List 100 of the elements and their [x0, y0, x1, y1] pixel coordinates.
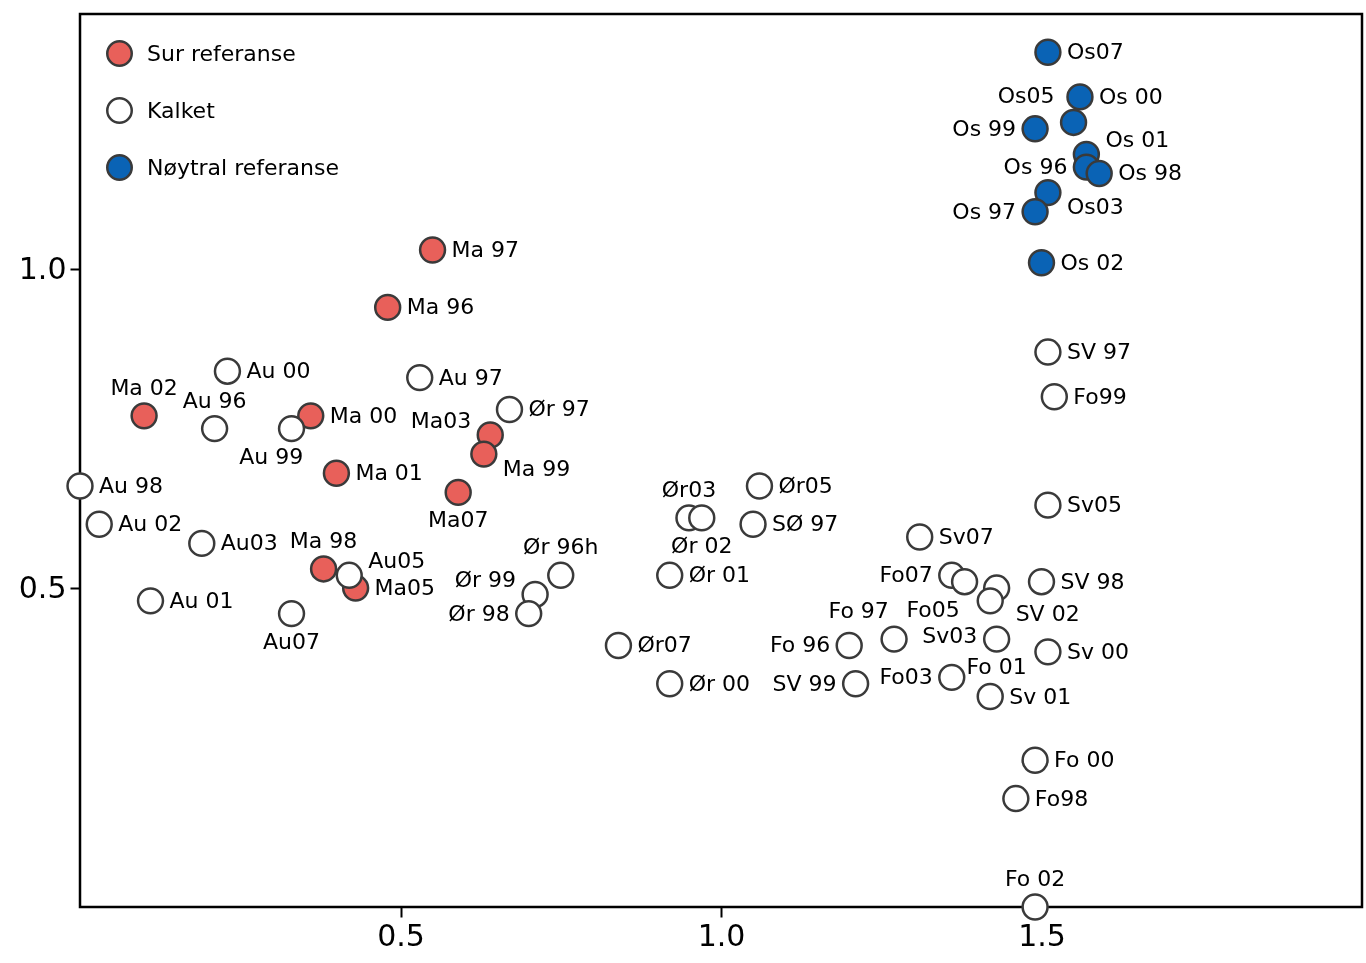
point [1059, 108, 1088, 137]
data-label: Ma07 [427, 507, 489, 533]
data-label: Au 98 [99, 473, 163, 499]
data-label: Ma 99 [502, 455, 571, 481]
data-label: Fo03 [879, 664, 933, 690]
point [444, 478, 472, 507]
point [656, 670, 684, 698]
point [1002, 784, 1030, 813]
data-label: Ør 00 [688, 670, 751, 696]
data-label: Os03 [1066, 194, 1124, 219]
data-label: Ør 02 [671, 532, 733, 558]
x-tick-label: 1.5 [1018, 917, 1066, 953]
data-label: Fo05 [906, 596, 960, 622]
point [277, 599, 306, 628]
point [1034, 338, 1062, 366]
data-label: Ma 96 [406, 294, 475, 320]
point [418, 236, 447, 264]
point [950, 568, 979, 596]
data-label: Au 02 [118, 511, 183, 537]
data-label: Au05 [368, 547, 426, 573]
data-label: Au03 [220, 530, 278, 556]
point [938, 663, 966, 692]
data-label: SV 02 [1015, 601, 1080, 627]
data-label: Ma 98 [289, 527, 358, 553]
data-label: Ma 00 [329, 402, 398, 428]
point [1021, 115, 1049, 143]
point [976, 682, 1004, 711]
data-label: Os 98 [1118, 160, 1182, 186]
data-label: Ør 98 [448, 600, 510, 626]
point [495, 395, 524, 424]
point [66, 472, 94, 500]
data-label: SØ 97 [772, 511, 839, 537]
data-label: Ør 01 [688, 562, 751, 588]
point [976, 587, 1004, 615]
data-label: Au 97 [438, 364, 503, 390]
point [130, 402, 158, 430]
data-label: SV 97 [1066, 339, 1131, 365]
data-label: Sv 01 [1009, 683, 1072, 709]
point [688, 504, 716, 532]
data-label: Ør 97 [528, 396, 590, 422]
point [906, 523, 934, 551]
point [1066, 83, 1094, 111]
data-label: Ma03 [410, 407, 472, 433]
data-label: Fo 96 [769, 632, 831, 658]
data-label: Os 00 [1098, 83, 1163, 109]
data-label: Sv05 [1066, 492, 1122, 518]
point [200, 414, 229, 443]
data-label: Os 01 [1105, 126, 1170, 152]
data-label: Ma05 [374, 575, 436, 601]
data-label: Fo 97 [828, 598, 889, 624]
data-label: Sv03 [922, 622, 978, 648]
point [309, 555, 338, 583]
data-label: Ma 97 [451, 237, 519, 263]
x-tick-label: 0.5 [377, 917, 425, 953]
point [515, 599, 543, 628]
point [1040, 383, 1069, 411]
point [1034, 638, 1062, 666]
point [136, 587, 165, 615]
point [85, 510, 113, 538]
point [1034, 38, 1062, 66]
data-label: Fo98 [1034, 785, 1089, 811]
data-label: Os 02 [1060, 249, 1125, 275]
data-label: Fo07 [879, 562, 933, 588]
point [1085, 159, 1113, 188]
data-label: SV 99 [772, 670, 837, 696]
data-label: Os 96 [1003, 154, 1068, 180]
point [213, 357, 242, 385]
point [1034, 178, 1062, 207]
point [841, 670, 870, 698]
data-label: Sv 00 [1066, 638, 1129, 664]
point [406, 363, 434, 392]
data-label: Ør 99 [454, 567, 517, 593]
point [373, 293, 402, 322]
data-label: Au 99 [239, 443, 304, 469]
legend-label: Kalket [147, 97, 216, 123]
point [277, 414, 306, 443]
data-label: Sv07 [938, 524, 994, 550]
point [1034, 491, 1062, 519]
data-label: Ma 01 [355, 460, 423, 486]
legend-label: Sur referanse [147, 40, 296, 66]
data-label: Ør07 [637, 632, 692, 658]
point [335, 561, 363, 589]
point [745, 472, 774, 500]
data-label: Ør 96h [523, 534, 599, 560]
point [739, 510, 767, 538]
data-label: SV 98 [1060, 568, 1125, 594]
data-label: Os05 [997, 83, 1055, 109]
point [297, 402, 325, 430]
data-label: Fo 00 [1054, 747, 1115, 773]
data-label: Au 96 [182, 387, 247, 413]
point [1021, 198, 1049, 226]
point [1027, 568, 1056, 596]
point [982, 625, 1011, 653]
data-label: Os07 [1066, 39, 1124, 65]
data-label: Fo 01 [966, 654, 1027, 680]
point [656, 561, 684, 589]
point [547, 561, 575, 589]
data-label: Fo 02 [1004, 866, 1066, 891]
data-label: Fo99 [1073, 383, 1127, 409]
data-label: Au07 [263, 628, 321, 654]
